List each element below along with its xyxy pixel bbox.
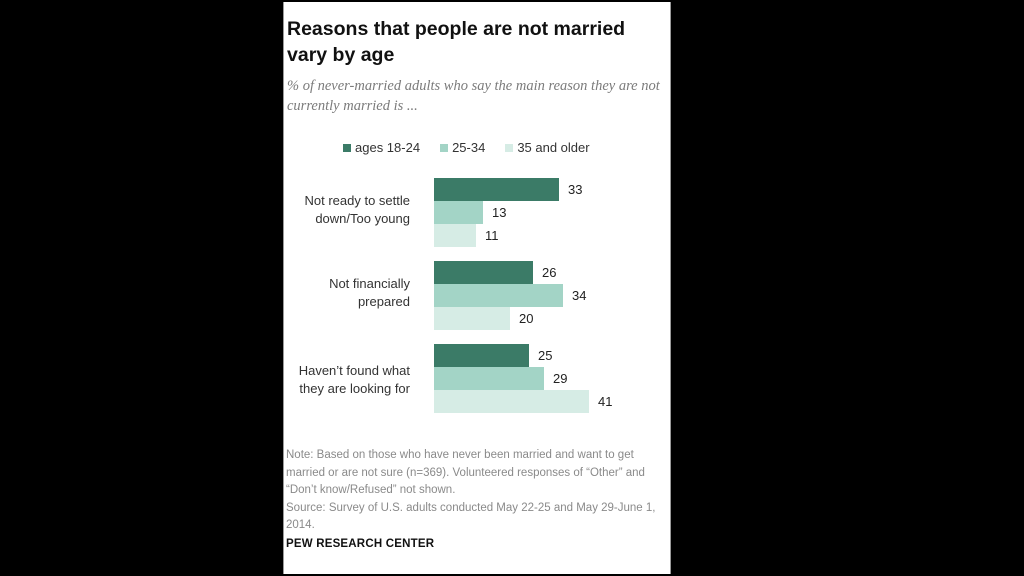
bar-not-financially-prepared-series-2 — [434, 307, 510, 330]
value-label-not-financially-prepared-series-2: 20 — [519, 311, 534, 326]
legend-label-25-34: 25-34 — [452, 140, 486, 155]
card-left-border — [283, 2, 284, 574]
value-label-not-financially-prepared-series-0: 26 — [542, 265, 557, 280]
pew-research-center-logo-text: PEW RESEARCH CENTER — [286, 538, 435, 550]
value-label-not-ready-series-1: 13 — [492, 205, 507, 220]
bar-not-financially-prepared-series-1 — [434, 284, 563, 307]
note-text: Note: Based on those who have never been… — [286, 449, 645, 496]
bar-havent-found-series-2 — [434, 390, 589, 413]
card-right-border — [670, 2, 671, 574]
bar-not-ready-series-2 — [434, 224, 476, 247]
legend-item-35-plus: 35 and older — [505, 140, 590, 155]
value-label-not-ready-series-0: 33 — [568, 182, 583, 197]
chart-title: Reasons that people are not married vary… — [287, 18, 626, 66]
legend-label-35-plus: 35 and older — [517, 140, 590, 155]
category-label-not-financially-prepared: Not financially prepared — [329, 276, 410, 309]
chart-subtitle: % of never-married adults who say the ma… — [287, 78, 660, 114]
source-text: Source: Survey of U.S. adults conducted … — [286, 501, 656, 532]
category-label-not-ready: Not ready to settle down/Too young — [304, 193, 411, 226]
legend-label-18-24: ages 18-24 — [355, 140, 421, 155]
value-label-havent-found-series-1: 29 — [553, 371, 568, 386]
chart-note: Note: Based on those who have never been… — [286, 447, 668, 535]
value-label-not-ready-series-2: 11 — [485, 228, 499, 243]
bar-not-financially-prepared-series-0 — [434, 261, 533, 284]
legend-item-18-24: ages 18-24 — [343, 140, 420, 155]
legend: ages 18-24 25-34 35 and older — [343, 140, 590, 155]
bar-havent-found-series-1 — [434, 367, 544, 390]
legend-item-25-34: 25-34 — [440, 140, 485, 155]
value-label-havent-found-series-2: 41 — [598, 394, 613, 409]
value-label-havent-found-series-0: 25 — [538, 348, 553, 363]
legend-swatch-18-24 — [343, 143, 351, 152]
legend-swatch-25-34 — [440, 143, 449, 152]
value-label-not-financially-prepared-series-1: 34 — [572, 288, 587, 303]
bar-havent-found-series-0 — [434, 344, 529, 367]
category-label-havent-found: Haven’t found what they are looking for — [298, 363, 410, 396]
chart-card: Reasons that people are not married vary… — [283, 2, 671, 574]
legend-swatch-35-plus — [505, 143, 514, 152]
bar-not-ready-series-0 — [434, 178, 559, 201]
bar-not-ready-series-1 — [434, 201, 483, 224]
